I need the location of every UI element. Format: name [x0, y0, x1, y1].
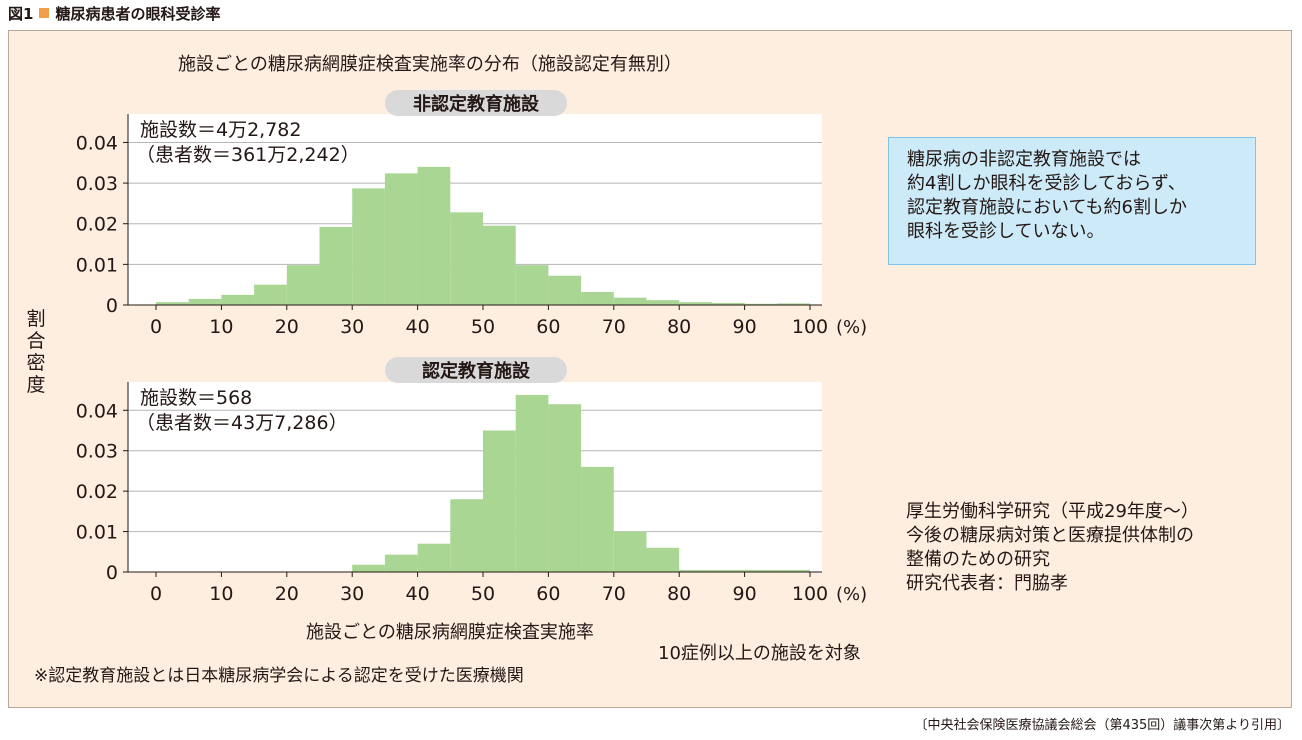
y-tick-label: 0.04 — [76, 132, 118, 154]
note-line: 約4割しか眼科を受診しておらず、 — [907, 173, 1186, 194]
x-unit-label: (%) — [836, 584, 867, 605]
panel-label: 認定教育施設 — [422, 360, 531, 382]
x-tick-label: 30 — [340, 316, 364, 338]
x-tick-label: 20 — [275, 583, 299, 605]
histogram-bar — [581, 466, 614, 572]
figure-title: 糖尿病患者の眼科受診率 — [55, 5, 221, 23]
x-tick-label: 70 — [602, 583, 626, 605]
histogram-bar — [548, 275, 582, 305]
histogram-bar — [613, 531, 647, 572]
facility-count-label: 施設数＝4万2,782 — [140, 119, 301, 141]
note-line: 糖尿病の非認定教育施設では — [907, 149, 1141, 170]
x-tick-label: 30 — [340, 583, 364, 605]
histogram-bar — [221, 294, 255, 305]
x-tick-label: 70 — [602, 316, 626, 338]
research-line: 研究代表者：門脇孝 — [906, 573, 1068, 594]
finding-note-box: 糖尿病の非認定教育施設では 約4割しか眼科を受診しておらず、 認定教育施設におい… — [888, 137, 1256, 265]
histogram-bar — [384, 554, 418, 572]
histogram-bar — [156, 302, 189, 305]
y-tick-label: 0.03 — [76, 441, 118, 463]
chart-title: 施設ごとの糖尿病網膜症検査実施率の分布（施設認定有無別） — [178, 54, 682, 75]
research-line: 厚生労働科学研究（平成29年度～） — [906, 501, 1199, 522]
x-tick-label: 0 — [150, 316, 162, 338]
histogram-bar — [188, 298, 222, 305]
x-tick-label: 100 — [792, 316, 828, 338]
histogram-bar — [483, 430, 516, 572]
x-tick-label: 60 — [536, 316, 560, 338]
y-axis-label: 割合密度 — [26, 308, 45, 396]
x-tick-label: 40 — [406, 316, 430, 338]
histogram-bar — [515, 265, 549, 305]
histogram-bar — [450, 499, 483, 572]
histogram-bar — [646, 300, 680, 305]
histogram-bar — [286, 265, 320, 305]
facility-count-label: 施設数＝568 — [140, 387, 252, 409]
research-line: 整備のための研究 — [906, 549, 1050, 570]
x-tick-label: 100 — [792, 583, 828, 605]
footnote: ※認定教育施設とは日本糖尿病学会による認定を受けた医療機関 — [34, 666, 524, 686]
histogram-bar — [711, 569, 745, 572]
histogram-bar — [777, 303, 810, 305]
histogram-bar — [417, 543, 451, 572]
y-tick-label: 0.03 — [76, 173, 118, 195]
histogram-bar — [744, 569, 778, 572]
note-line: 認定教育施設においても約6割しか — [907, 197, 1188, 218]
x-tick-label: 10 — [209, 583, 233, 605]
target-note: 10症例以上の施設を対象 — [658, 643, 861, 664]
x-tick-label: 40 — [406, 583, 430, 605]
x-tick-label: 90 — [733, 316, 757, 338]
x-tick-label: 50 — [471, 583, 495, 605]
x-axis-label: 施設ごとの糖尿病網膜症検査実施率 — [306, 622, 594, 643]
histogram-bar — [646, 547, 680, 572]
x-tick-label: 20 — [275, 316, 299, 338]
histogram-bar — [483, 225, 516, 305]
histogram-bar — [450, 212, 483, 305]
y-tick-label: 0.01 — [76, 522, 118, 544]
histogram-bar — [254, 284, 287, 305]
y-tick-label: 0.04 — [76, 400, 118, 422]
histogram-bar — [679, 569, 712, 572]
y-tick-label: 0.02 — [76, 481, 118, 503]
y-tick-label: 0.02 — [76, 214, 118, 236]
histogram-bar — [417, 166, 451, 305]
figure-label: 図1 — [8, 5, 34, 23]
x-tick-label: 0 — [150, 583, 162, 605]
histogram-bar — [319, 226, 353, 305]
patient-count-label: （患者数＝43万7,286） — [136, 412, 348, 434]
panel-pill — [385, 357, 567, 383]
title-square-icon — [39, 8, 50, 18]
histogram-bar — [744, 303, 778, 305]
histogram-bar — [613, 297, 647, 305]
x-tick-label: 50 — [471, 316, 495, 338]
figure-title-bar: 図1 糖尿病患者の眼科受診率 — [8, 4, 220, 24]
panel-label: 非認定教育施設 — [413, 93, 540, 115]
x-tick-label: 80 — [667, 583, 691, 605]
x-tick-label: 90 — [733, 583, 757, 605]
histogram-bar — [548, 404, 582, 572]
x-tick-label: 80 — [667, 316, 691, 338]
histogram-bar — [515, 394, 549, 572]
histogram-bar — [384, 173, 418, 305]
histogram-bar — [777, 569, 810, 572]
x-tick-label: 10 — [209, 316, 233, 338]
note-line: 眼科を受診していない。 — [907, 221, 1105, 242]
y-tick-label: 0 — [106, 295, 118, 317]
x-unit-label: (%) — [836, 317, 867, 338]
histogram-bar — [581, 291, 614, 305]
y-tick-label: 0 — [106, 562, 118, 584]
y-tick-label: 0.01 — [76, 254, 118, 276]
panel-pill — [385, 90, 567, 116]
histogram-bar — [679, 302, 712, 305]
histogram-bar — [711, 302, 745, 305]
x-tick-label: 60 — [536, 583, 560, 605]
histogram-bar — [352, 564, 385, 572]
histogram-bar — [352, 188, 385, 305]
research-info: 厚生労働科学研究（平成29年度～） 今後の糖尿病対策と医療提供体制の 整備のため… — [906, 500, 1199, 596]
patient-count-label: （患者数＝361万2,242） — [136, 144, 360, 166]
citation: 〔中央社会保険医療協議会総会（第435回）議事次第より引用〕 — [914, 718, 1290, 733]
research-line: 今後の糖尿病対策と医療提供体制の — [906, 525, 1194, 546]
